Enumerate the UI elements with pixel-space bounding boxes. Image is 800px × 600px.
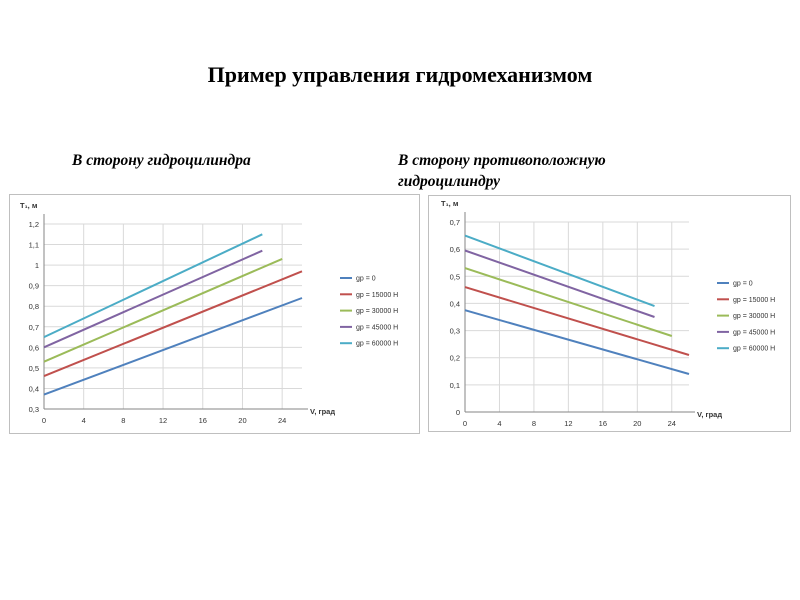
right-legend-label: gp = 30000 H [733,313,775,320]
right-legend-label: gp = 0 [733,281,753,288]
right-y-tick-label: 0,5 [450,272,460,281]
left-x-axis-label: V, град [310,407,335,416]
left-y-tick-label: 1,1 [29,241,39,250]
left-y-tick-label: 0,3 [29,405,39,414]
left-legend-label: gp = 45000 H [356,324,398,331]
right-x-tick-label: 12 [564,419,572,428]
left-x-tick-label: 0 [42,416,46,425]
left-y-tick-label: 1 [35,261,39,270]
left-y-tick-label: 0,8 [29,302,39,311]
left-series-line-1 [43,270,303,378]
page-title: Пример управления гидромеханизмом [207,62,593,87]
left-y-tick-label: 0,7 [29,323,39,332]
right-y-tick-label: 0,4 [450,299,460,308]
right-x-tick-label: 20 [633,419,641,428]
left-legend-label: gp = 30000 H [356,308,398,315]
right-x-tick-label: 16 [599,419,607,428]
chart-left-heading: В сторону гидроцилиндра [72,152,251,169]
right-series-line-2 [464,267,673,337]
right-x-axis-label: V, град [697,410,722,419]
right-y-tick-label: 0,1 [450,381,460,390]
right-x-tick-label: 24 [668,419,676,428]
chart-right-panel: 0 0,1 0,2 0,3 0,4 0,5 0,6 0,7 0 4 8 12 16 20 24 T₁, м V,… [428,195,791,432]
left-legend-label: gp = 15000 H [356,292,398,299]
left-series-line-3 [43,249,263,349]
right-series-line-1 [464,286,690,356]
right-x-tick-label: 4 [497,419,501,428]
left-x-tick-label: 12 [159,416,167,425]
left-legend-label: gp = 60000 H [356,341,398,348]
right-legend-label: gp = 60000 H [733,346,775,353]
right-y-tick-label: 0 [456,408,460,417]
right-series-line-0 [464,309,690,375]
right-series-line-3 [464,249,655,318]
left-x-tick-label: 20 [238,416,246,425]
left-x-tick-label: 4 [82,416,86,425]
chart-left-panel: 0,3 0,4 0,5 0,6 0,7 0,8 0,9 1 1,1 1,2 0 4 8 12 16 20 24 T… [9,194,420,434]
right-y-tick-label: 0,6 [450,245,460,254]
right-series-line-4 [464,234,655,308]
chart-left-svg: 0,3 0,4 0,5 0,6 0,7 0,8 0,9 1 1,1 1,2 0 4 8 12 16 20 24 T… [20,201,398,425]
right-y-axis-label: T₁, м [441,199,459,208]
left-x-tick-label: 8 [121,416,125,425]
right-y-tick-label: 0,3 [450,327,460,336]
left-x-tick-label: 16 [199,416,207,425]
left-y-tick-label: 0,5 [29,364,39,373]
right-legend-label: gp = 15000 H [733,297,775,304]
right-y-tick-label: 0,2 [450,354,460,363]
right-legend-label: gp = 45000 H [733,329,775,336]
right-y-tick-label: 0,7 [450,218,460,227]
left-y-tick-label: 0,9 [29,282,39,291]
left-series-line-2 [43,257,283,363]
left-x-tick-label: 24 [278,416,286,425]
right-x-tick-label: 8 [532,419,536,428]
right-x-tick-label: 0 [463,419,467,428]
left-y-tick-label: 1,2 [29,220,39,229]
left-y-tick-label: 0,6 [29,343,39,352]
chart-right-heading: В сторону противоположную гидроцилиндру [398,152,606,190]
left-y-axis-label: T₁, м [20,201,38,210]
left-y-tick-label: 0,4 [29,384,39,393]
left-series-line-4 [43,233,263,339]
left-series-line-0 [43,297,303,396]
left-legend-label: gp = 0 [356,276,376,283]
chart-right-svg: 0 0,1 0,2 0,3 0,4 0,5 0,6 0,7 0 4 8 12 16 20 24 T₁, м V,… [441,199,775,428]
